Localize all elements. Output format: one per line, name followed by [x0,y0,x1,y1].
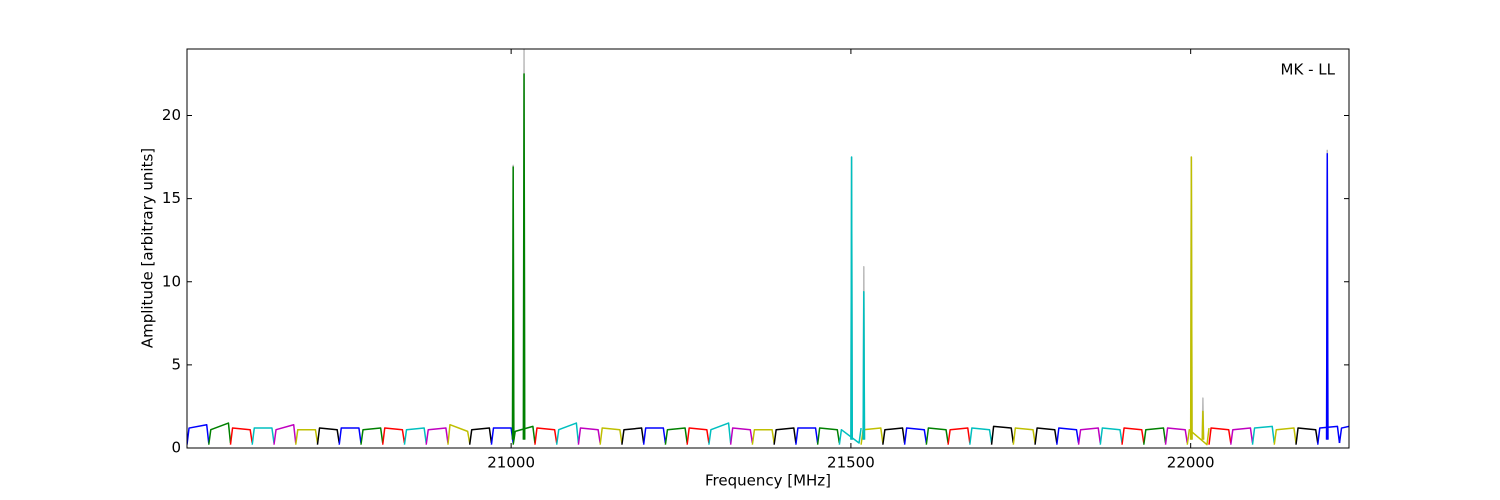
series-line [1012,427,1036,445]
series-line [925,427,949,445]
series-line [1077,427,1102,445]
series-line [1338,425,1349,444]
series-line [1099,427,1123,445]
series-line [577,427,601,445]
series-line [903,427,928,445]
series-line [751,428,775,445]
plot-area [187,49,1349,448]
series-line [795,427,819,445]
series-line [708,422,732,445]
series-line [534,427,558,445]
x-tick-label: 22000 [1167,454,1215,472]
series-line [338,427,362,445]
series-line [1201,410,1205,440]
series-line [1164,427,1189,445]
series-line [642,427,667,445]
series-line [447,423,471,445]
series-line [947,427,971,445]
series-line [850,156,854,440]
series-line [816,427,841,445]
series-line [773,427,797,445]
series-line [990,425,1015,445]
annotation: MK - LL [1281,61,1336,79]
series-line [621,427,645,445]
series-line [1208,427,1232,445]
series-line [511,166,515,440]
x-tick-label: 21500 [827,454,875,472]
y-tick-label: 5 [171,355,181,373]
series-line [1295,427,1319,445]
series-line [1034,427,1058,445]
axes-frame [186,48,1350,449]
series-line [664,427,688,445]
series-line [1230,427,1254,445]
x-tick-label: 21000 [487,454,535,472]
series-line [1325,152,1329,440]
series-line [522,73,526,440]
y-tick-label: 10 [162,272,181,290]
series-line [1056,427,1080,445]
series-line [729,427,754,445]
series-line [468,427,493,445]
series-line [599,427,623,445]
series-line [1189,156,1193,440]
series-line [860,427,884,445]
series-line [1273,427,1297,445]
series-line [1251,425,1275,445]
series-line [1186,427,1210,446]
series-line [1143,427,1167,445]
series-line [882,427,906,445]
y-tick-label: 20 [162,106,181,124]
series-line [273,423,297,445]
y-tick-label: 15 [162,189,181,207]
series-line [187,423,210,445]
series-line [555,422,580,445]
series-line [862,290,866,440]
series-line [403,427,427,445]
lines [187,49,1349,446]
series-line [381,427,406,445]
series-line [425,427,449,445]
series-line [294,428,319,445]
series-line [229,427,253,445]
series-line [251,427,275,445]
y-axis-label: Amplitude [arbitrary units] [139,148,157,348]
series-line [360,427,384,445]
x-axis-label: Frequency [MHz] [705,472,831,490]
series-line [686,427,710,445]
series-line [316,427,340,445]
series-line [208,422,232,445]
series-line [1121,427,1145,445]
y-tick-label: 0 [171,439,181,457]
series-line [969,427,993,445]
